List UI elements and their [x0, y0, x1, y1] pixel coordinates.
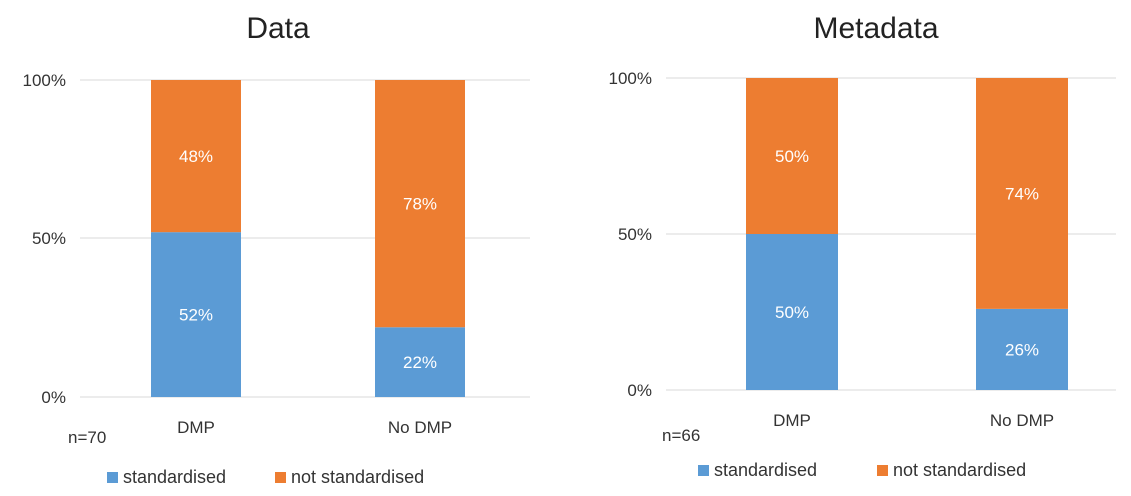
data-label: 26% [1005, 340, 1039, 359]
bar-dmp-standardised [746, 234, 838, 390]
data-label: 22% [403, 353, 437, 372]
data-label: 50% [775, 147, 809, 166]
y-tick-label: 0% [41, 388, 66, 407]
y-tick-label: 100% [609, 69, 652, 88]
legend-swatch-not-standardised [275, 472, 286, 483]
chart-title: Metadata [813, 12, 938, 45]
data-labels: 50% 50% 26% 74% [775, 147, 1039, 359]
legend-label-standardised: standardised [714, 460, 817, 480]
data-label: 52% [179, 306, 213, 325]
bar-dmp-not-standardised [746, 78, 838, 234]
legend-swatch-not-standardised [877, 465, 888, 476]
x-category-label: No DMP [388, 418, 452, 437]
data-label: 78% [403, 195, 437, 214]
bar-no-dmp-not-standardised [976, 78, 1068, 309]
bar-dmp-standardised [151, 232, 241, 397]
x-axis-labels: DMP No DMP [773, 411, 1054, 430]
legend-label-not-standardised: not standardised [291, 467, 424, 487]
x-axis-labels: DMP No DMP [177, 418, 452, 437]
legend-label-standardised: standardised [123, 467, 226, 487]
chart-title: Data [246, 12, 310, 45]
y-tick-label: 50% [32, 229, 66, 248]
bars [746, 78, 1068, 390]
legend: standardised not standardised [107, 467, 424, 487]
chart-panel-data: Data 0% 50% 100% 52% 48% 22% 78% DMP No … [0, 0, 566, 491]
bar-dmp-not-standardised [151, 80, 241, 233]
chart-panel-metadata: Metadata 0% 50% 100% 50% 50% 26% 74% DMP… [566, 0, 1131, 491]
legend-swatch-standardised [698, 465, 709, 476]
sample-size-note: n=70 [68, 428, 106, 447]
bar-no-dmp-standardised [375, 327, 465, 397]
y-axis-ticks: 0% 50% 100% [609, 69, 652, 400]
bar-no-dmp-standardised [976, 308, 1068, 390]
y-axis-ticks: 0% 50% 100% [23, 71, 66, 407]
chart-metadata-svg: Metadata 0% 50% 100% 50% 50% 26% 74% DMP… [609, 12, 1116, 480]
chart-data-svg: Data 0% 50% 100% 52% 48% 22% 78% DMP No … [23, 12, 530, 487]
y-tick-label: 0% [627, 381, 652, 400]
data-label: 74% [1005, 184, 1039, 203]
x-category-label: DMP [773, 411, 811, 430]
x-category-label: DMP [177, 418, 215, 437]
data-label: 48% [179, 147, 213, 166]
data-labels: 52% 48% 22% 78% [179, 147, 437, 372]
y-tick-label: 50% [618, 225, 652, 244]
bar-no-dmp-not-standardised [375, 80, 465, 328]
legend-label-not-standardised: not standardised [893, 460, 1026, 480]
sample-size-note: n=66 [662, 426, 700, 445]
legend: standardised not standardised [698, 460, 1026, 480]
data-label: 50% [775, 303, 809, 322]
bars [151, 80, 465, 397]
legend-swatch-standardised [107, 472, 118, 483]
x-category-label: No DMP [990, 411, 1054, 430]
y-tick-label: 100% [23, 71, 66, 90]
